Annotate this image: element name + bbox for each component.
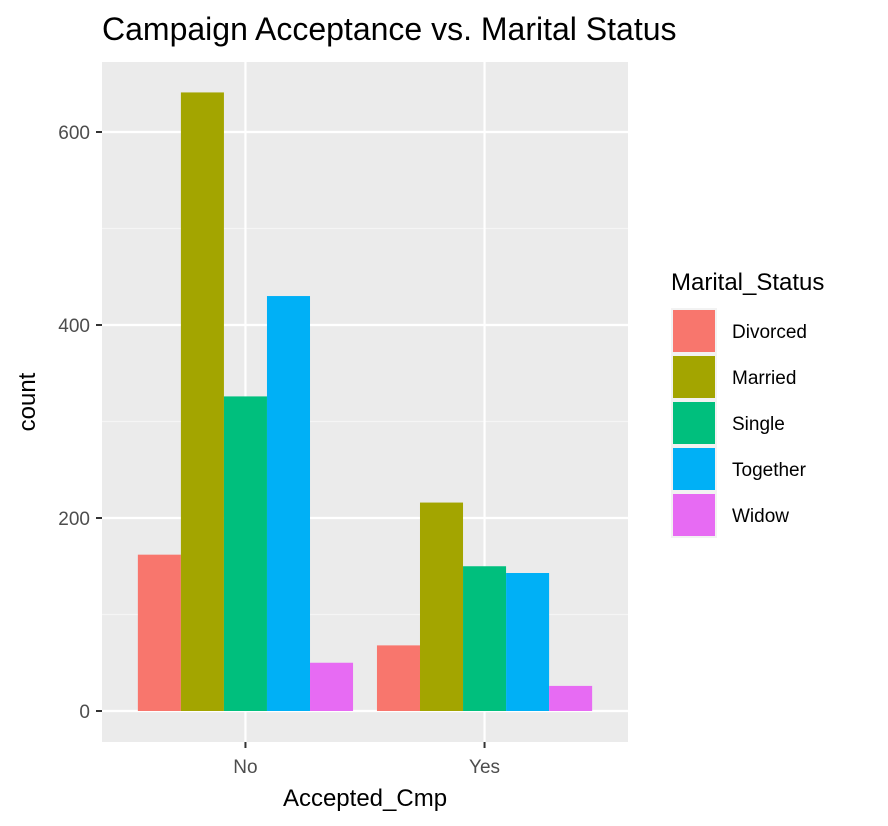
y-axis-title: count — [14, 372, 41, 431]
legend-label-together: Together — [732, 460, 807, 481]
y-tick-label: 0 — [79, 702, 90, 723]
x-axis-title: Accepted_Cmp — [283, 785, 447, 812]
bar-widow-yes — [549, 685, 593, 711]
legend-items: Divorced Married Single Together Widow — [671, 308, 807, 538]
y-tick-label: 400 — [58, 316, 90, 337]
bar-together-no — [266, 296, 311, 711]
y-axis: 0 200 400 600 — [58, 123, 102, 723]
x-axis: No Yes — [233, 742, 500, 778]
bar-widow-no — [310, 662, 354, 711]
legend-label-married: Married — [732, 368, 796, 389]
legend: Marital_Status Divorced Married Single Toge… — [671, 269, 824, 538]
legend-label-divorced: Divorced — [732, 322, 807, 343]
legend-label-single: Single — [732, 414, 785, 435]
legend-swatch-married — [673, 356, 715, 398]
y-tick-label: 200 — [58, 509, 90, 530]
legend-title: Marital_Status — [671, 269, 824, 296]
legend-swatch-divorced — [673, 310, 715, 352]
legend-swatch-single — [673, 402, 715, 444]
bar-single-no — [223, 396, 267, 711]
x-tick-label: Yes — [469, 757, 500, 778]
bar-single-yes — [463, 566, 507, 711]
x-tick-label: No — [233, 757, 257, 778]
bars — [137, 92, 593, 711]
legend-swatch-widow — [673, 494, 715, 536]
legend-label-widow: Widow — [732, 506, 789, 527]
y-tick-label: 600 — [58, 123, 90, 144]
bar-married-no — [180, 92, 224, 711]
chart-title: Campaign Acceptance vs. Marital Status — [102, 11, 677, 47]
bar-divorced-yes — [376, 645, 420, 711]
legend-swatch-together — [673, 448, 715, 490]
bar-divorced-no — [137, 554, 181, 711]
bar-married-yes — [419, 502, 464, 711]
bar-together-yes — [506, 573, 550, 711]
